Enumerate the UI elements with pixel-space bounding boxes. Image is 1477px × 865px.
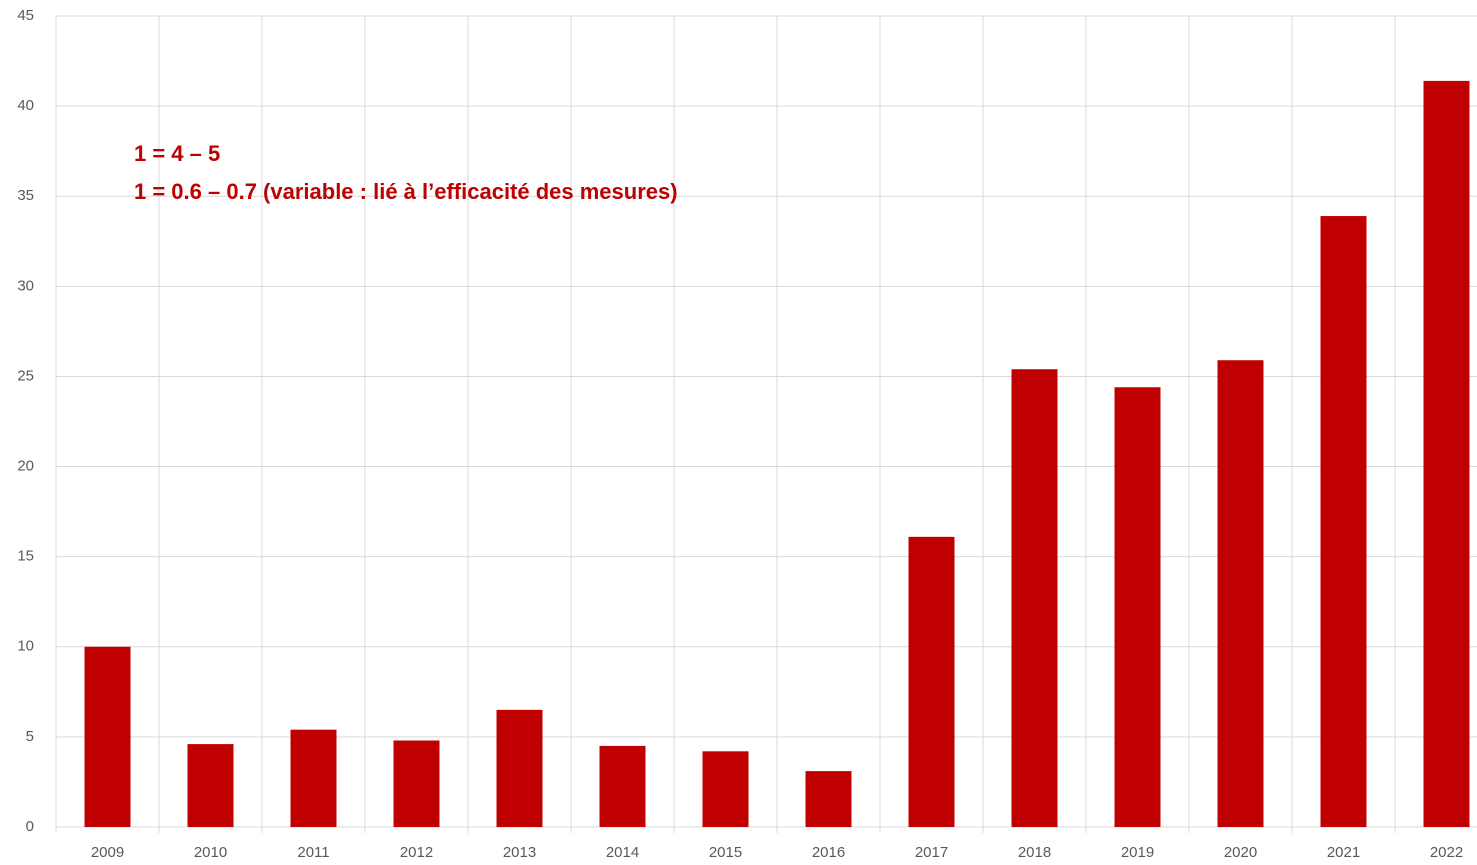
x-tick-label: 2010 — [194, 844, 227, 861]
y-tick-label: 0 — [26, 818, 34, 835]
x-tick-label: 2009 — [91, 844, 124, 861]
y-tick-label: 15 — [17, 548, 34, 565]
y-tick-label: 20 — [17, 458, 34, 475]
bar — [1114, 387, 1161, 827]
y-tick-label: 30 — [17, 277, 34, 294]
bar — [702, 751, 749, 827]
bar — [908, 536, 955, 827]
x-tick-label: 2022 — [1430, 844, 1463, 861]
y-tick-label: 45 — [17, 7, 34, 24]
x-tick-label: 2014 — [606, 844, 639, 861]
bar — [84, 646, 131, 827]
x-tick-label: 2016 — [812, 844, 845, 861]
y-tick-label: 35 — [17, 187, 34, 204]
x-tick-label: 2011 — [297, 844, 329, 861]
x-tick-label: 2021 — [1327, 844, 1360, 861]
bar — [1423, 80, 1470, 827]
y-tick-label: 10 — [17, 638, 34, 655]
bar — [496, 709, 543, 827]
y-tick-label: 25 — [17, 367, 34, 384]
bar — [187, 744, 234, 827]
x-tick-label: 2013 — [503, 844, 536, 861]
bar — [805, 771, 852, 827]
bar — [290, 729, 337, 827]
x-tick-label: 2015 — [709, 844, 742, 861]
x-tick-label: 2020 — [1224, 844, 1257, 861]
bar — [393, 740, 440, 827]
bar — [1011, 369, 1058, 827]
x-tick-label: 2018 — [1018, 844, 1051, 861]
y-tick-label: 5 — [26, 728, 34, 745]
x-tick-label: 2012 — [400, 844, 433, 861]
bar — [1217, 360, 1264, 827]
y-tick-label: 40 — [17, 97, 34, 114]
annotation: 1 = 0.6 – 0.7 (variable : lié à l’effica… — [134, 179, 678, 204]
bar — [1320, 216, 1367, 828]
bar — [599, 745, 646, 827]
x-tick-label: 2019 — [1121, 844, 1154, 861]
x-tick-label: 2017 — [915, 844, 948, 861]
annotation: 1 = 4 – 5 — [134, 141, 220, 166]
